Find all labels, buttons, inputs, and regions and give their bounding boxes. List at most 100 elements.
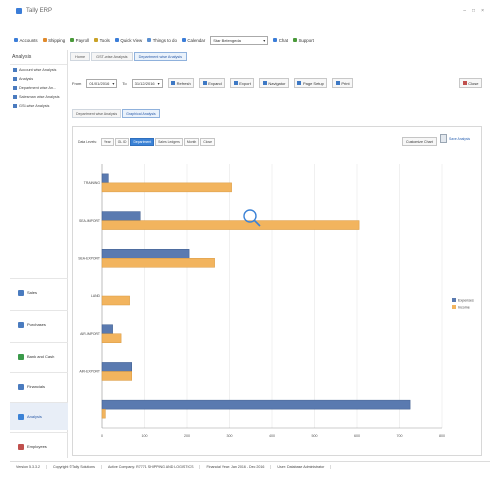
- category-label: AIR-EXPORT: [79, 370, 100, 374]
- nav-bank-and-cash[interactable]: Bank and Cash: [10, 342, 68, 370]
- nav-label: Sales: [27, 290, 38, 295]
- expand-button[interactable]: Expand: [199, 78, 226, 88]
- menu-accounts[interactable]: Accounts: [14, 38, 38, 43]
- category-label: LAND: [91, 294, 101, 298]
- save-analysis-link[interactable]: Save Analysis: [440, 134, 470, 143]
- sidebar-item-salesman-analysis[interactable]: Salesman wise Analysis: [10, 92, 67, 101]
- x-tick-label: 800: [439, 434, 445, 438]
- bar-income: [101, 220, 360, 230]
- print-icon: [335, 81, 340, 85]
- sidebar-title: Analysis: [10, 50, 67, 65]
- sidebar-item-gst-analysis[interactable]: GSI-wise Analysis: [10, 101, 67, 110]
- maximize-icon[interactable]: □: [472, 8, 476, 14]
- level-department[interactable]: Department: [130, 138, 155, 146]
- menu-label: Chat: [278, 37, 288, 43]
- x-tick-label: 0: [101, 434, 103, 438]
- to-date-field[interactable]: 31/12/2016 ▾: [131, 78, 163, 88]
- quick-view-icon: [114, 38, 119, 42]
- analysis-icon: [18, 413, 24, 420]
- to-label: To: [122, 80, 127, 86]
- nav-analysis[interactable]: Analysis: [10, 402, 68, 430]
- menu-calendar[interactable]: Calendar: [181, 37, 206, 43]
- from-date-value: 01/01/2016: [89, 80, 110, 86]
- level-gl-id[interactable]: GL ID: [114, 138, 130, 146]
- status-copyright: Copyright ©Tally Solutions: [47, 464, 102, 469]
- sidebar-item-department-analysis[interactable]: Department wise An...: [10, 83, 67, 92]
- menu-payroll[interactable]: Payroll: [70, 38, 89, 43]
- x-tick-label: 200: [184, 434, 190, 438]
- nav-financials[interactable]: Financials: [10, 372, 68, 400]
- bar-expenses: [101, 211, 141, 221]
- from-date-field[interactable]: 01/01/2016 ▾: [86, 78, 118, 88]
- level-year[interactable]: Year: [100, 138, 114, 146]
- nav-employees[interactable]: Employees: [10, 432, 68, 460]
- export-icon: [233, 81, 238, 85]
- menu-label: Shipping: [48, 37, 66, 43]
- navigator-icon: [262, 81, 267, 85]
- sidebar-item-label: GSI-wise Analysis: [19, 103, 50, 108]
- tab-gst-analysis[interactable]: GST-wise Analysis: [91, 52, 133, 61]
- menu-bar: Accounts Shipping Payroll Tools Quick Vi…: [14, 34, 314, 46]
- zoom-handle: [253, 219, 261, 227]
- sidebar-item-account-analysis[interactable]: Account wise Analysis: [10, 65, 67, 74]
- export-button[interactable]: Export: [230, 78, 255, 88]
- bar-expenses: [101, 324, 113, 334]
- bank-icon: [18, 353, 24, 360]
- bar-income: [101, 295, 130, 306]
- close-button[interactable]: Close: [459, 78, 482, 88]
- tab-department-analysis[interactable]: Department wise Analysis: [133, 52, 188, 61]
- status-company: Active Company: R7771 SHIPPING AND LOGIS…: [102, 464, 201, 469]
- menu-label: Quick View: [120, 37, 143, 43]
- level-close[interactable]: Close: [200, 138, 215, 146]
- x-tick-label: 400: [269, 434, 275, 438]
- sidebar: Analysis Account wise Analysis Analysis …: [10, 50, 68, 458]
- zoom-cursor-icon: [243, 209, 261, 227]
- category-label: TRAINING: [84, 181, 101, 185]
- print-button[interactable]: Print: [332, 78, 354, 88]
- shipping-icon: [42, 38, 47, 42]
- menu-quick-view[interactable]: Quick View: [114, 37, 143, 43]
- tab-department-wise-analysis[interactable]: Department wise Analysis: [72, 109, 122, 118]
- sales-icon: [18, 289, 24, 296]
- tab-home[interactable]: Home: [70, 52, 91, 61]
- company-select[interactable]: Star Belengeda ▾: [210, 35, 269, 45]
- close-window-icon[interactable]: ×: [481, 8, 484, 14]
- menu-label: Calendar: [187, 37, 206, 43]
- page-setup-button[interactable]: Page Setup: [293, 78, 328, 88]
- nav-purchases[interactable]: Purchases: [10, 310, 68, 338]
- sidebar-item-label: Department wise An...: [19, 85, 57, 90]
- button-label: Close: [468, 80, 479, 86]
- menu-support[interactable]: Support: [293, 38, 314, 43]
- legend-label: Income: [458, 306, 470, 310]
- level-month[interactable]: Month: [183, 138, 200, 146]
- sidebar-item-analysis[interactable]: Analysis: [10, 74, 67, 83]
- legend-swatch: [452, 298, 456, 302]
- report-icon: [13, 94, 17, 99]
- employees-icon: [18, 443, 24, 450]
- things-to-do-icon: [147, 38, 152, 42]
- bar-expenses: [101, 249, 190, 259]
- report-icon: [13, 67, 17, 72]
- menu-tools[interactable]: Tools: [94, 38, 110, 43]
- menu-things-to-do[interactable]: Things to do: [147, 38, 177, 43]
- navigator-button[interactable]: Navigator: [259, 78, 289, 88]
- menu-shipping[interactable]: Shipping: [42, 37, 66, 43]
- legend-swatch: [452, 305, 456, 309]
- page-setup-icon: [297, 81, 302, 85]
- level-sales-ledgers[interactable]: Sales Ledgers: [155, 138, 183, 146]
- refresh-button[interactable]: Refresh: [167, 78, 195, 88]
- x-tick-label: 100: [142, 434, 148, 438]
- support-icon: [293, 38, 297, 42]
- button-label: Page Setup: [302, 80, 324, 86]
- minimize-icon[interactable]: –: [463, 8, 467, 14]
- report-icon: [13, 103, 17, 108]
- customize-chart-button[interactable]: Customize Chart: [402, 137, 437, 146]
- chevron-down-icon: ▾: [112, 80, 115, 86]
- from-label: From: [72, 80, 82, 86]
- nav-sales[interactable]: Sales: [10, 278, 68, 306]
- menu-chat[interactable]: Chat: [273, 38, 288, 43]
- tab-graphical-analysis[interactable]: Graphical Analysis: [122, 109, 160, 118]
- window-title: Tally ERP: [26, 8, 53, 14]
- menu-label: Tools: [99, 37, 110, 43]
- chevron-down-icon: ▾: [157, 80, 160, 86]
